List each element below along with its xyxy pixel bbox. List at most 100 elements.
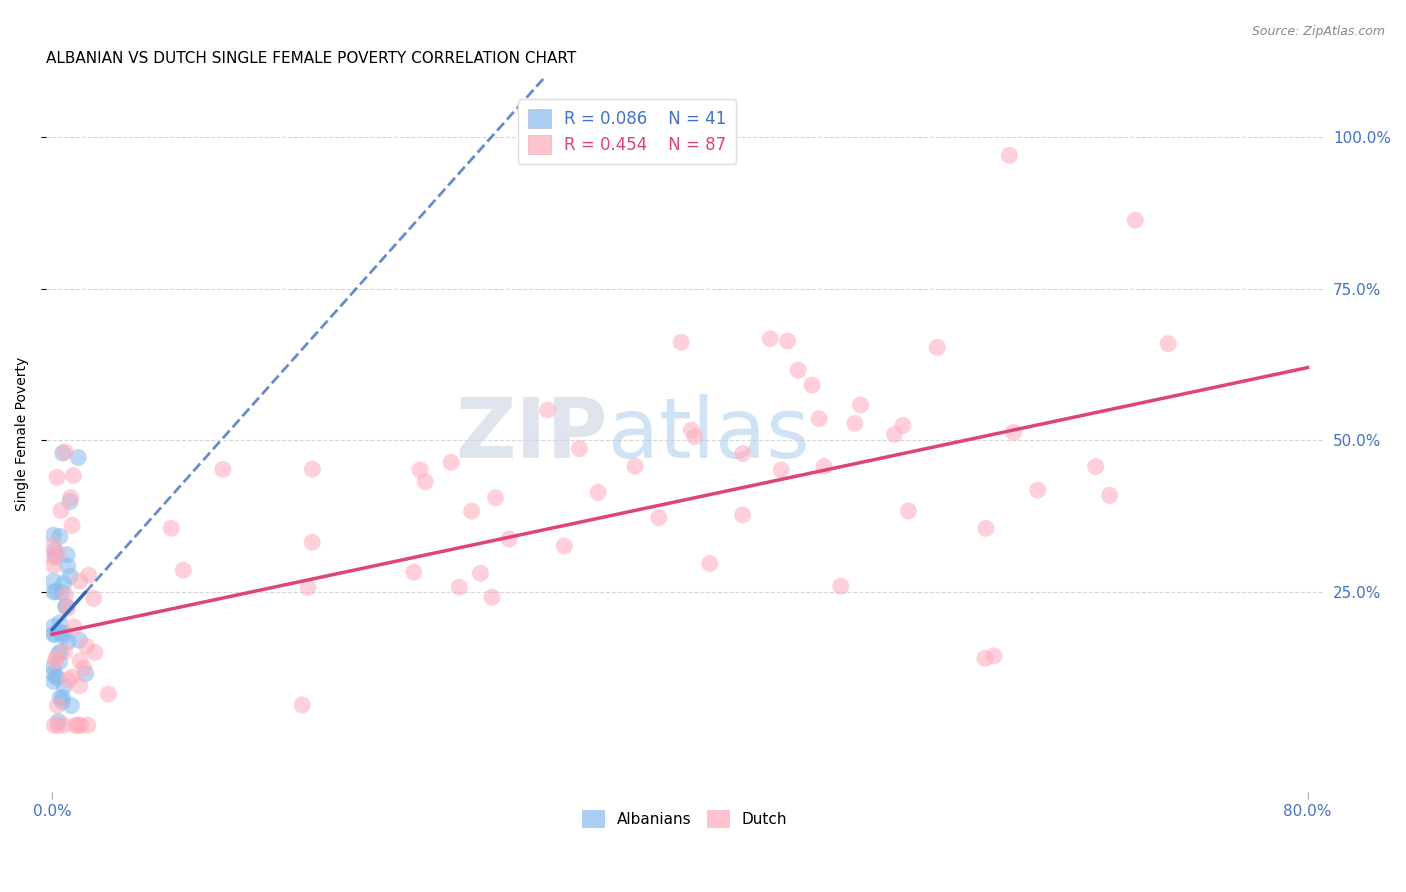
Point — [53, 626, 76, 640]
Point — [83, 645, 105, 659]
Point — [65, 718, 87, 732]
Point — [787, 363, 810, 377]
Point — [56, 634, 79, 648]
Point — [998, 148, 1021, 162]
Point — [67, 718, 90, 732]
Point — [49, 626, 72, 640]
Point — [52, 629, 75, 643]
Point — [53, 645, 76, 659]
Point — [55, 588, 77, 602]
Point — [470, 566, 492, 581]
Point — [51, 585, 73, 599]
Point — [402, 565, 425, 579]
Point — [52, 446, 75, 460]
Point — [974, 651, 997, 665]
Point — [927, 340, 949, 354]
Point — [42, 619, 65, 633]
Point — [731, 446, 754, 460]
Point — [42, 585, 65, 599]
Point — [75, 666, 97, 681]
Point — [49, 503, 72, 517]
Point — [52, 576, 75, 591]
Point — [56, 548, 79, 562]
Point — [42, 674, 65, 689]
Point — [481, 591, 503, 605]
Point — [46, 718, 69, 732]
Point — [51, 694, 73, 708]
Point — [648, 510, 671, 524]
Point — [45, 549, 67, 564]
Point — [53, 679, 76, 693]
Y-axis label: Single Female Poverty: Single Female Poverty — [15, 357, 30, 511]
Point — [73, 661, 96, 675]
Point — [974, 521, 997, 535]
Point — [51, 690, 73, 705]
Point — [160, 521, 183, 535]
Point — [63, 620, 86, 634]
Point — [49, 690, 72, 705]
Point — [212, 462, 235, 476]
Point — [297, 580, 319, 594]
Point — [55, 599, 77, 614]
Point — [460, 504, 482, 518]
Point — [58, 673, 80, 687]
Point — [60, 698, 83, 713]
Point — [67, 450, 90, 465]
Point — [813, 459, 835, 474]
Point — [699, 557, 721, 571]
Text: ZIP: ZIP — [456, 393, 607, 475]
Point — [45, 670, 67, 684]
Point — [413, 475, 436, 489]
Point — [849, 398, 872, 412]
Point — [69, 679, 91, 693]
Point — [681, 423, 703, 437]
Point — [45, 654, 67, 668]
Point — [498, 532, 520, 546]
Text: Source: ZipAtlas.com: Source: ZipAtlas.com — [1251, 25, 1385, 38]
Point — [1123, 213, 1146, 227]
Point — [46, 647, 69, 661]
Point — [1026, 483, 1049, 498]
Point — [537, 403, 560, 417]
Point — [42, 528, 65, 542]
Point — [46, 698, 69, 713]
Point — [76, 718, 98, 732]
Point — [891, 418, 914, 433]
Point — [59, 494, 82, 508]
Point — [42, 574, 65, 588]
Point — [42, 558, 65, 573]
Point — [484, 491, 506, 505]
Point — [1084, 459, 1107, 474]
Point — [75, 639, 97, 653]
Point — [776, 334, 799, 348]
Point — [49, 615, 72, 630]
Point — [883, 427, 905, 442]
Point — [69, 574, 91, 588]
Point — [830, 579, 852, 593]
Text: atlas: atlas — [607, 393, 810, 475]
Point — [983, 648, 1005, 663]
Point — [46, 670, 69, 684]
Point — [45, 584, 67, 599]
Point — [683, 430, 706, 444]
Point — [55, 599, 77, 613]
Point — [60, 518, 83, 533]
Point — [844, 417, 866, 431]
Point — [44, 544, 66, 558]
Point — [60, 670, 83, 684]
Point — [801, 378, 824, 392]
Point — [624, 459, 647, 474]
Point — [49, 645, 72, 659]
Text: ALBANIAN VS DUTCH SINGLE FEMALE POVERTY CORRELATION CHART: ALBANIAN VS DUTCH SINGLE FEMALE POVERTY … — [45, 51, 576, 66]
Point — [759, 332, 782, 346]
Point — [731, 508, 754, 522]
Point — [568, 442, 591, 456]
Point — [56, 601, 79, 615]
Point — [46, 546, 69, 560]
Point — [77, 568, 100, 582]
Point — [1157, 336, 1180, 351]
Point — [62, 468, 84, 483]
Point — [42, 659, 65, 673]
Point — [49, 529, 72, 543]
Point — [291, 698, 314, 712]
